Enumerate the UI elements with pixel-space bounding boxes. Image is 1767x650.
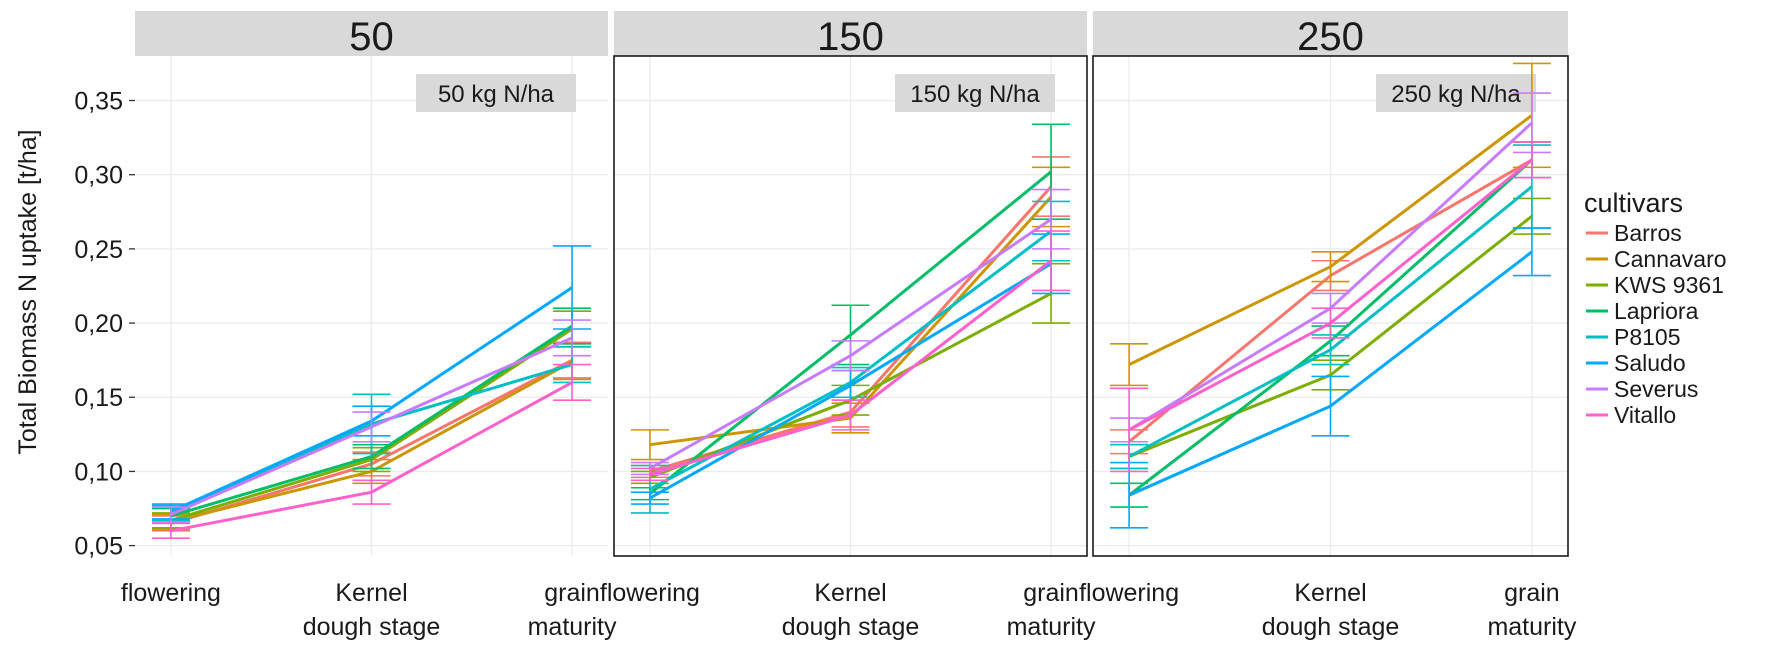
legend-title: cultivars <box>1584 188 1683 218</box>
facet-strip-label: 150 <box>817 15 884 59</box>
error-bar <box>831 340 870 372</box>
series-severus <box>151 319 592 523</box>
y-tick-label: 0,30 <box>74 162 123 190</box>
y-tick-label: 0,10 <box>74 458 123 486</box>
dose-label: 150 kg N/ha <box>910 81 1040 108</box>
error-bar <box>352 479 391 505</box>
series-lapriora <box>630 123 1071 501</box>
panel-3: 250 250 kg N/ha flowering Kernel dough stage… <box>1079 11 1577 641</box>
legend-label: Severus <box>1614 376 1698 402</box>
y-axis-title: Total Biomass N uptake [t/ha] <box>14 129 42 454</box>
y-tick-label: 0,20 <box>74 310 123 338</box>
x-tick-label: flowering <box>121 579 221 607</box>
y-tick-label: 0,15 <box>74 384 123 412</box>
error-bar <box>1512 141 1551 179</box>
panel-frame <box>613 55 1088 557</box>
legend-item: Saludo <box>1586 350 1686 376</box>
x-tick-label: flowering <box>600 579 700 607</box>
dose-label: 50 kg N/ha <box>438 81 555 108</box>
error-bar <box>630 467 669 482</box>
facet-strip-bg <box>614 11 1087 56</box>
legend-label: KWS 9361 <box>1614 272 1724 298</box>
error-bar <box>1110 387 1149 473</box>
error-bar <box>1110 343 1149 387</box>
legend-item: Vitallo <box>1586 402 1676 428</box>
panel-1: 50 50 kg N/ha flowering Kernel dough stage gr… <box>121 11 617 641</box>
error-bar <box>553 319 592 357</box>
series-severus <box>630 188 1071 476</box>
error-bar <box>630 429 669 461</box>
panel-frame <box>1092 55 1569 557</box>
dose-label-bg <box>1376 74 1536 112</box>
error-bar <box>1032 230 1071 292</box>
y-tick-label: 0,25 <box>74 236 123 264</box>
series-vitallo <box>1110 141 1551 473</box>
dose-label-bg <box>895 74 1055 112</box>
facet-strip-bg <box>1093 11 1568 56</box>
series-vitallo <box>630 230 1071 482</box>
legend-label: Saludo <box>1614 350 1686 376</box>
error-bar <box>831 399 870 431</box>
legend-item: Lapriora <box>1586 298 1699 324</box>
facet-strip-label: 250 <box>1297 15 1364 59</box>
series-vitallo <box>151 363 592 539</box>
error-bar <box>553 245 592 330</box>
x-tick-label: Kernel dough stage <box>1262 579 1400 641</box>
error-bar <box>630 491 669 505</box>
error-bar <box>1311 375 1350 437</box>
error-bar <box>1311 251 1350 283</box>
x-tick-label: Kernel dough stage <box>303 579 441 641</box>
legend-label: Barros <box>1614 220 1682 246</box>
facet-strip-bg <box>135 11 608 56</box>
series-saludo <box>1110 227 1551 529</box>
error-bar <box>352 411 391 443</box>
legend-label: Lapriora <box>1614 298 1699 324</box>
y-tick-label: 0,05 <box>74 533 123 561</box>
legend-item: KWS 9361 <box>1586 272 1724 298</box>
legend-item: Barros <box>1586 220 1682 246</box>
legend-item: Severus <box>1586 376 1698 402</box>
legend-item: Cannavaro <box>1586 246 1727 272</box>
panel-2: 150 150 kg N/ha flowering Kernel dough stage… <box>600 11 1096 641</box>
error-bar <box>151 506 190 523</box>
x-tick-label: grain maturity <box>528 579 617 641</box>
error-bar <box>151 522 190 539</box>
panels: 50 50 kg N/ha flowering Kernel dough stage gr… <box>121 11 1577 641</box>
x-tick-label: grain maturity <box>1007 579 1096 641</box>
error-bar <box>1311 307 1350 339</box>
error-bar <box>1110 461 1149 529</box>
x-tick-label: flowering <box>1079 579 1179 607</box>
legend-label: Vitallo <box>1614 402 1676 428</box>
dose-label-bg <box>416 74 576 112</box>
dose-label: 250 kg N/ha <box>1391 81 1521 108</box>
legend-item: P8105 <box>1586 324 1681 350</box>
facet-strip-label: 50 <box>349 15 394 59</box>
x-tick-label: grain maturity <box>1487 579 1576 641</box>
y-tick-label: 0,35 <box>74 88 123 116</box>
y-axis: 0,05 0,10 0,15 0,20 0,25 0,30 0,35 <box>74 88 135 561</box>
legend-label: Cannavaro <box>1614 246 1727 272</box>
x-tick-label: Kernel dough stage <box>782 579 920 641</box>
legend-label: P8105 <box>1614 324 1681 350</box>
error-bar <box>553 363 592 402</box>
error-bar <box>1512 227 1551 277</box>
